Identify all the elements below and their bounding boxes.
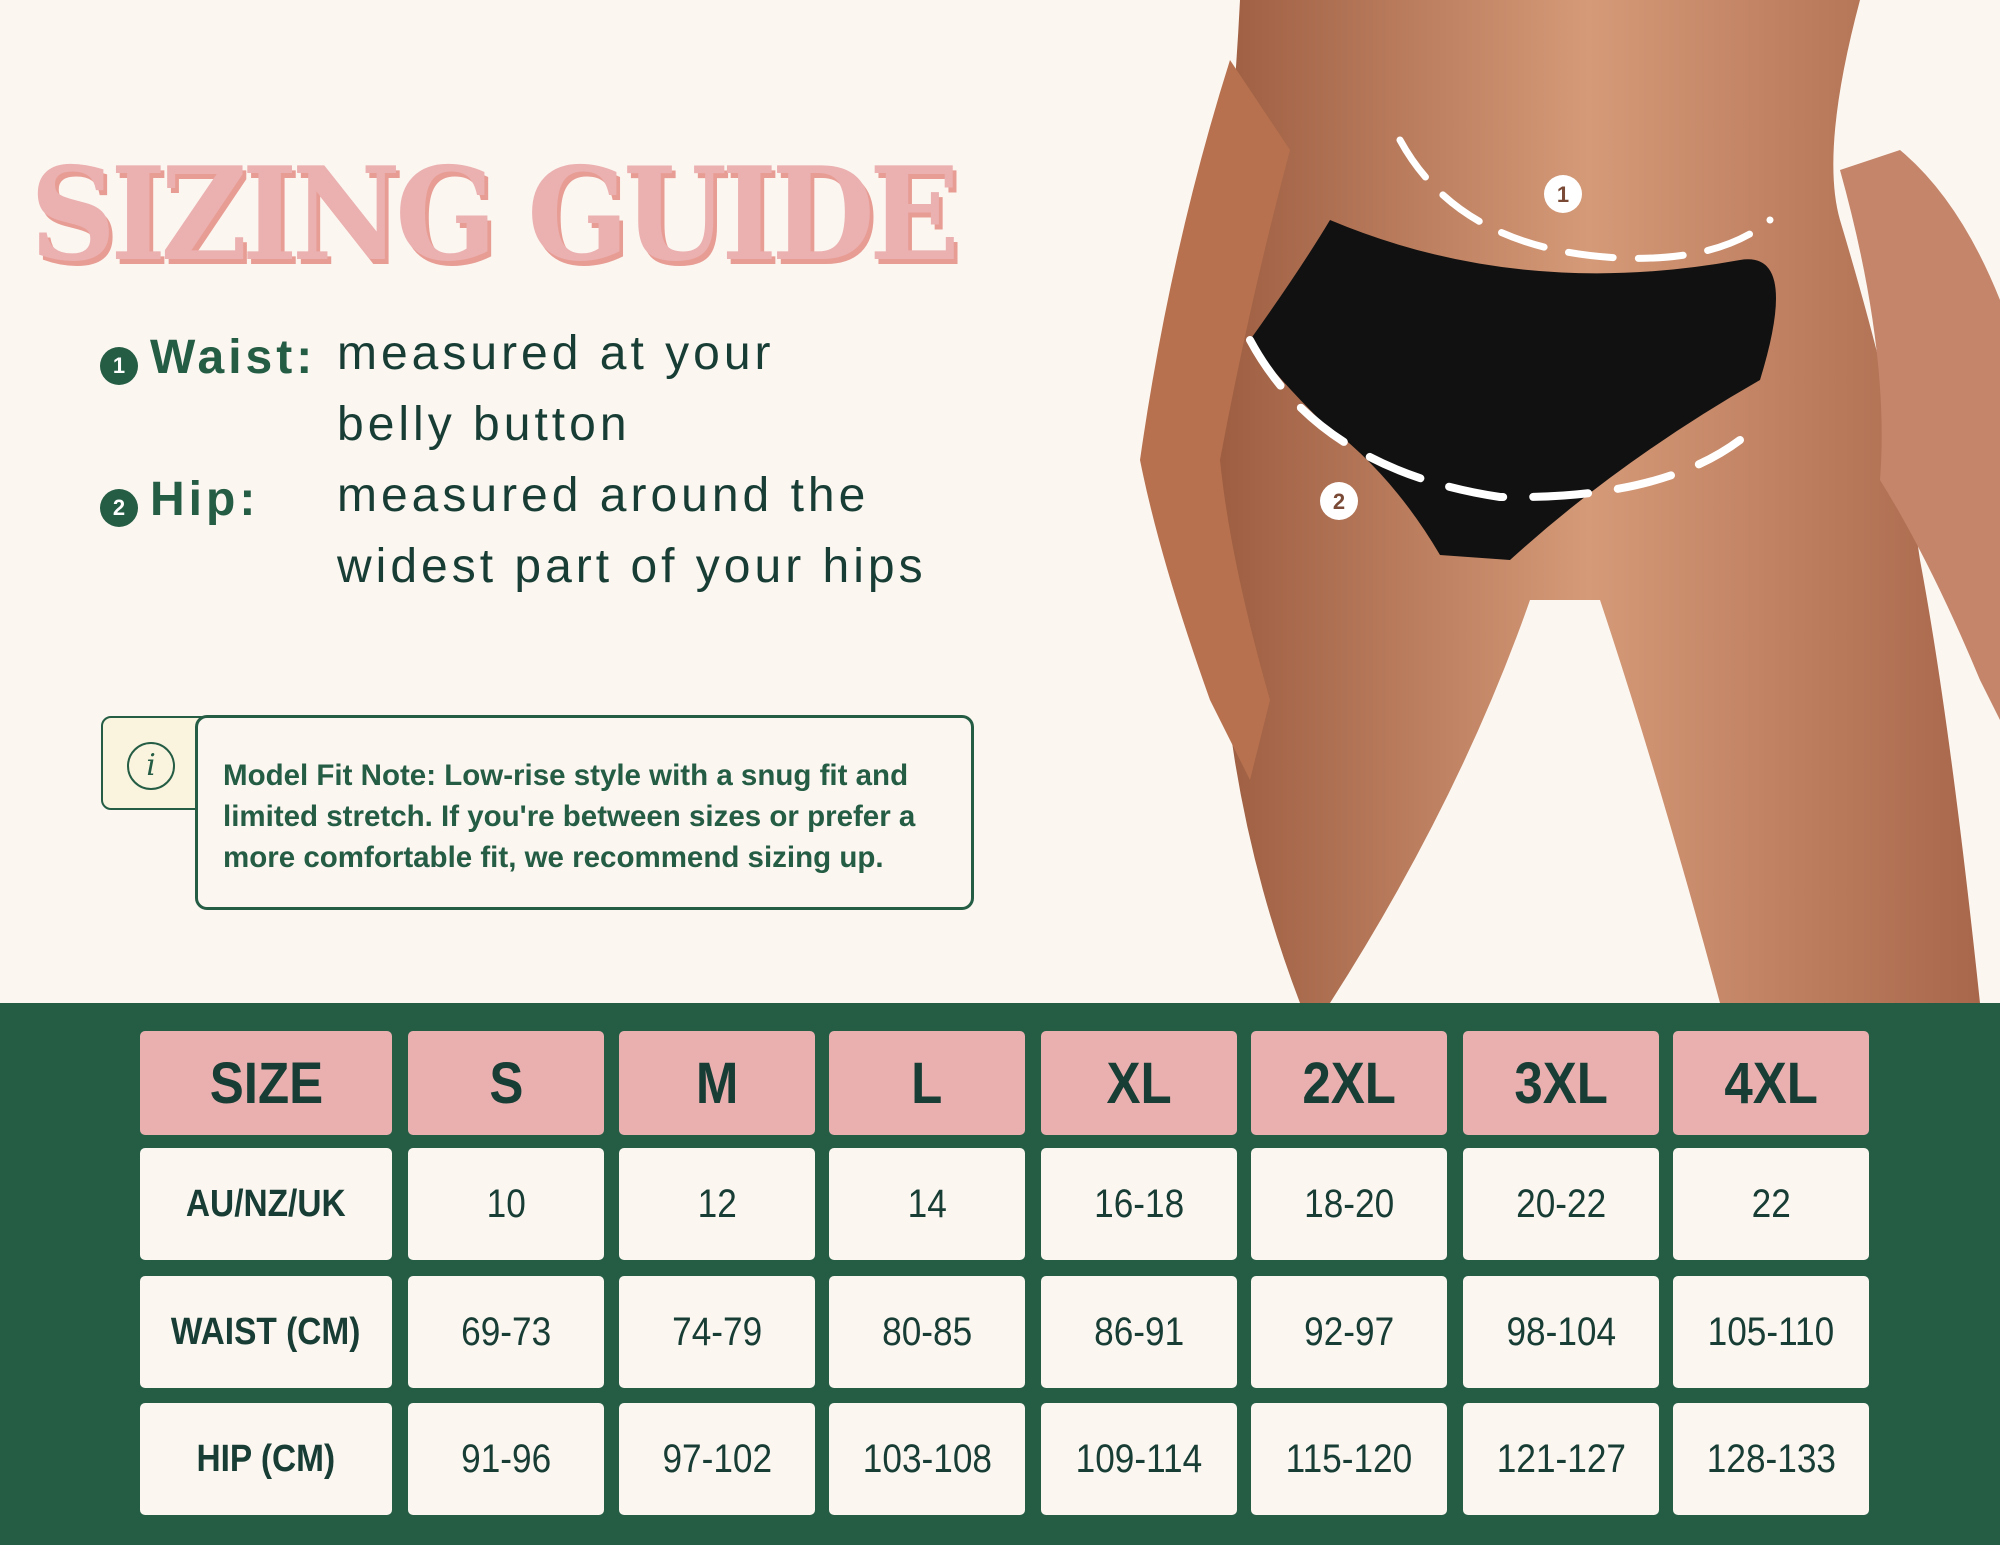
cell-text: 22 <box>1751 1181 1791 1226</box>
header-size-2xl: 2XL <box>1251 1031 1447 1135</box>
cell-text: XL <box>1106 1050 1172 1116</box>
cell-text: 92-97 <box>1303 1309 1395 1354</box>
cell-text: 128-133 <box>1706 1436 1836 1481</box>
marker-2 <box>1320 482 1358 520</box>
info-icon: i <box>127 742 175 790</box>
table-cell: 69-73 <box>408 1276 604 1388</box>
table-cell: 105-110 <box>1673 1276 1869 1388</box>
cell-text: 98-104 <box>1506 1309 1616 1354</box>
cell-text: 20-22 <box>1515 1181 1607 1226</box>
cell-text: HIP (CM) <box>196 1437 336 1480</box>
cell-text: 115-120 <box>1285 1436 1413 1481</box>
cell-text: WAIST (CM) <box>171 1310 361 1353</box>
waist-description-line-1: measured at your <box>337 327 775 380</box>
header-size-3xl: 3XL <box>1463 1031 1659 1135</box>
cell-text: 105-110 <box>1707 1309 1835 1354</box>
hip-label: Hip: <box>150 473 260 526</box>
table-cell: 10 <box>408 1148 604 1260</box>
torso <box>1197 0 1980 1003</box>
table-cell: 121-127 <box>1463 1403 1659 1515</box>
cell-text: 2XL <box>1302 1050 1396 1116</box>
table-cell: 14 <box>829 1148 1025 1260</box>
header-size-l: L <box>829 1031 1025 1135</box>
page-title: SIZING GUIDE <box>30 140 960 290</box>
cell-text: AU/NZ/UK <box>186 1182 346 1225</box>
header-size-m: M <box>619 1031 815 1135</box>
table-cell: 74-79 <box>619 1276 815 1388</box>
cell-text: 109-114 <box>1075 1436 1203 1481</box>
hip-description-line-2: widest part of your hips <box>337 540 927 593</box>
cell-text: M <box>695 1050 739 1116</box>
header-size-label: SIZE <box>140 1031 392 1135</box>
marker-2-label: 2 <box>1333 489 1345 514</box>
cell-text: 18-20 <box>1303 1181 1395 1226</box>
cell-text: 121-127 <box>1496 1436 1626 1481</box>
cell-text: 80-85 <box>881 1309 973 1354</box>
info-tab: i <box>101 716 211 810</box>
cell-text: 103-108 <box>862 1436 992 1481</box>
row-label: HIP (CM) <box>140 1403 392 1515</box>
cell-text: 16-18 <box>1093 1181 1185 1226</box>
cell-text: 69-73 <box>460 1309 552 1354</box>
cell-text: 12 <box>697 1181 737 1226</box>
waist-measure-line <box>1396 136 1774 262</box>
marker-1-label: 1 <box>1557 182 1569 207</box>
header-size-4xl: 4XL <box>1673 1031 1869 1135</box>
right-hand <box>1840 150 2000 720</box>
model-photo: 1 2 <box>1140 0 2000 1003</box>
table-cell: 97-102 <box>619 1403 815 1515</box>
table-cell: 115-120 <box>1251 1403 1447 1515</box>
table-cell: 91-96 <box>408 1403 604 1515</box>
table-cell: 109-114 <box>1041 1403 1237 1515</box>
row-label: AU/NZ/UK <box>140 1148 392 1260</box>
cell-text: S <box>488 1050 524 1116</box>
table-cell: 128-133 <box>1673 1403 1869 1515</box>
cell-text: 4XL <box>1724 1050 1818 1116</box>
table-cell: 80-85 <box>829 1276 1025 1388</box>
header-size-xl: XL <box>1041 1031 1237 1135</box>
table-cell: 98-104 <box>1463 1276 1659 1388</box>
hip-description-line-1: measured around the <box>337 469 870 522</box>
table-cell: 16-18 <box>1041 1148 1237 1260</box>
number-badge-2: 2 <box>100 489 138 527</box>
model-fit-note: Model Fit Note: Low-rise style with a sn… <box>195 715 974 910</box>
cell-text: 97-102 <box>662 1436 772 1481</box>
table-cell: 18-20 <box>1251 1148 1447 1260</box>
hip-measure-line <box>1246 336 1744 502</box>
table-cell: 103-108 <box>829 1403 1025 1515</box>
row-label: WAIST (CM) <box>140 1276 392 1388</box>
marker-1 <box>1544 175 1582 213</box>
header-size-s: S <box>408 1031 604 1135</box>
cell-text: 86-91 <box>1093 1309 1185 1354</box>
waist-label: Waist: <box>150 331 317 384</box>
left-arm <box>1140 60 1290 780</box>
table-cell: 22 <box>1673 1148 1869 1260</box>
cell-text: 3XL <box>1514 1050 1608 1116</box>
cell-text: SIZE <box>209 1050 323 1116</box>
cell-text: 10 <box>486 1181 526 1226</box>
table-cell: 86-91 <box>1041 1276 1237 1388</box>
table-cell: 12 <box>619 1148 815 1260</box>
waist-description-line-2: belly button <box>337 398 631 451</box>
number-badge-1: 1 <box>100 347 138 385</box>
table-cell: 92-97 <box>1251 1276 1447 1388</box>
underwear <box>1250 220 1776 560</box>
cell-text: 91-96 <box>460 1436 552 1481</box>
cell-text: 14 <box>907 1181 947 1226</box>
cell-text: 74-79 <box>671 1309 763 1354</box>
table-cell: 20-22 <box>1463 1148 1659 1260</box>
cell-text: L <box>911 1050 943 1116</box>
